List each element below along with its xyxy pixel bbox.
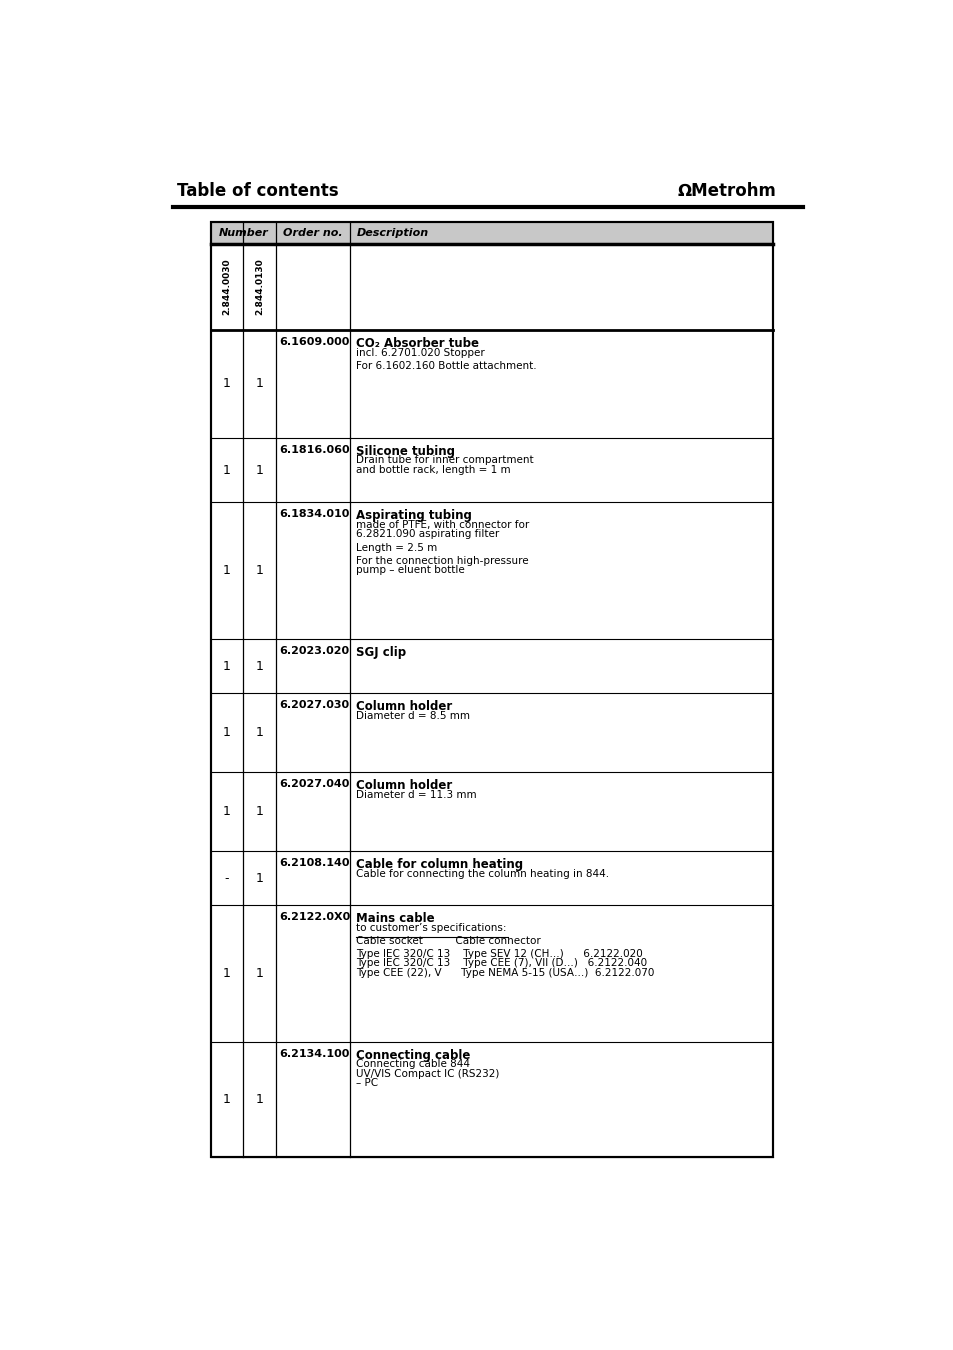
Text: to customer’s specifications:: to customer’s specifications: — [356, 923, 506, 933]
Text: Diameter d = 8.5 mm: Diameter d = 8.5 mm — [356, 710, 470, 721]
Text: Column holder: Column holder — [356, 699, 452, 713]
Text: Description: Description — [356, 228, 428, 238]
Text: 6.2821.090 aspirating filter: 6.2821.090 aspirating filter — [356, 529, 499, 540]
Text: 6.1609.000: 6.1609.000 — [278, 338, 349, 347]
Text: -: - — [225, 872, 229, 884]
Text: CO₂ Absorber tube: CO₂ Absorber tube — [356, 338, 479, 350]
Text: Type IEC 320/C 13    Type SEV 12 (CH…)      6.2122.020: Type IEC 320/C 13 Type SEV 12 (CH…) 6.21… — [356, 949, 642, 958]
Text: 6.1834.010: 6.1834.010 — [278, 509, 349, 520]
Text: Cable for connecting the column heating in 844.: Cable for connecting the column heating … — [356, 869, 609, 879]
Text: Aspirating tubing: Aspirating tubing — [356, 509, 472, 522]
Text: made of PTFE, with connector for: made of PTFE, with connector for — [356, 520, 529, 531]
Text: Table of contents: Table of contents — [177, 182, 338, 200]
Text: 1: 1 — [255, 378, 263, 390]
Bar — [211, 221, 772, 243]
Text: Diameter d = 11.3 mm: Diameter d = 11.3 mm — [356, 790, 476, 799]
Text: and bottle rack, length = 1 m: and bottle rack, length = 1 m — [356, 464, 511, 475]
Text: Type CEE (22), V      Type NEMA 5-15 (USA…)  6.2122.070: Type CEE (22), V Type NEMA 5-15 (USA…) 6… — [356, 968, 654, 977]
Text: Drain tube for inner compartment: Drain tube for inner compartment — [356, 455, 534, 466]
Text: Type IEC 320/C 13    Type CEE (7), VII (D…)   6.2122.040: Type IEC 320/C 13 Type CEE (7), VII (D…)… — [356, 958, 647, 968]
Text: 1: 1 — [255, 1092, 263, 1106]
Text: 1: 1 — [223, 805, 231, 818]
Text: SGJ clip: SGJ clip — [356, 647, 406, 659]
Text: 1: 1 — [255, 660, 263, 672]
Text: 1: 1 — [223, 564, 231, 578]
Text: 6.2134.100: 6.2134.100 — [278, 1049, 349, 1058]
Text: 1: 1 — [223, 378, 231, 390]
Text: Column holder: Column holder — [356, 779, 452, 792]
Text: 1: 1 — [223, 1092, 231, 1106]
Text: Cable socket          Cable connector: Cable socket Cable connector — [356, 936, 540, 946]
Text: Number: Number — [218, 228, 268, 238]
Text: 1: 1 — [255, 564, 263, 578]
Text: 6.2027.030: 6.2027.030 — [278, 699, 349, 710]
Text: For 6.1602.160 Bottle attachment.: For 6.1602.160 Bottle attachment. — [356, 360, 537, 371]
Text: 1: 1 — [223, 660, 231, 672]
Text: 1: 1 — [223, 726, 231, 738]
Text: 6.1816.060: 6.1816.060 — [278, 444, 349, 455]
Text: 2.844.0030: 2.844.0030 — [222, 258, 232, 315]
Text: 6.2108.140: 6.2108.140 — [278, 859, 349, 868]
Text: Connecting cable 844: Connecting cable 844 — [356, 1060, 470, 1069]
Text: 1: 1 — [255, 726, 263, 738]
Text: 1: 1 — [255, 872, 263, 884]
Text: Length = 2.5 m: Length = 2.5 m — [356, 543, 437, 552]
Text: Order no.: Order no. — [283, 228, 342, 238]
Text: ΩMetrohm: ΩMetrohm — [677, 182, 776, 200]
Text: pump – eluent bottle: pump – eluent bottle — [356, 564, 465, 575]
Bar — [211, 221, 772, 1157]
Text: UV/VIS Compact IC (RS232): UV/VIS Compact IC (RS232) — [356, 1069, 499, 1079]
Text: – PC: – PC — [356, 1079, 378, 1088]
Text: 6.2027.040: 6.2027.040 — [278, 779, 349, 788]
Text: For the connection high-pressure: For the connection high-pressure — [356, 556, 529, 566]
Text: 2.844.0130: 2.844.0130 — [254, 258, 264, 315]
Text: 6.2023.020: 6.2023.020 — [278, 647, 349, 656]
Text: 1: 1 — [255, 805, 263, 818]
Text: Connecting cable: Connecting cable — [356, 1049, 470, 1061]
Text: 1: 1 — [223, 967, 231, 980]
Text: incl. 6.2701.020 Stopper: incl. 6.2701.020 Stopper — [356, 347, 485, 358]
Text: 1: 1 — [255, 967, 263, 980]
Text: Silicone tubing: Silicone tubing — [356, 444, 455, 458]
Text: Cable for column heating: Cable for column heating — [356, 859, 523, 871]
Text: Mains cable: Mains cable — [356, 913, 435, 925]
Text: 6.2122.0X0: 6.2122.0X0 — [278, 913, 350, 922]
Bar — [211, 221, 772, 1157]
Text: 1: 1 — [255, 463, 263, 477]
Text: 1: 1 — [223, 463, 231, 477]
